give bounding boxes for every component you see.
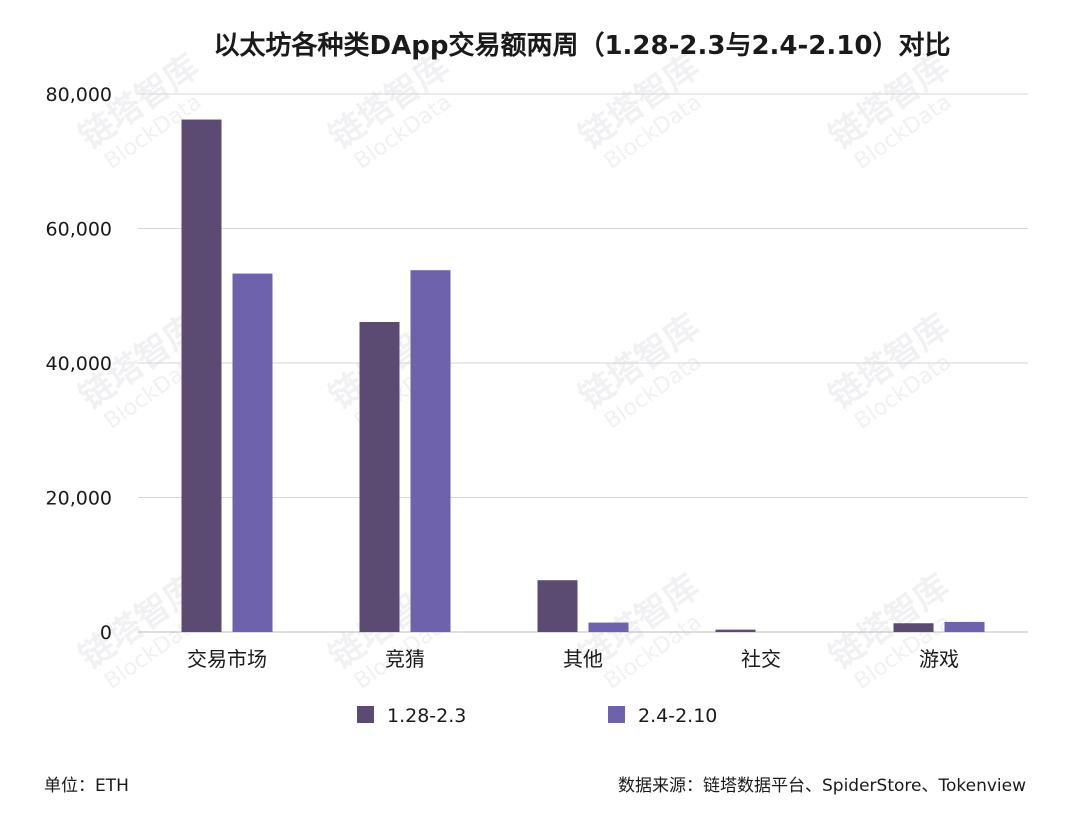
y-tick-label: 40,000 (46, 353, 112, 375)
bar (232, 273, 273, 632)
y-tick-label: 0 (100, 622, 112, 644)
bar (359, 321, 400, 632)
x-axis: 交易市场 竞猜 其他 社交 游戏 (187, 647, 959, 671)
x-tick-label: 社交 (741, 647, 781, 671)
y-tick-label: 60,000 (46, 219, 112, 241)
bar (944, 621, 985, 632)
x-tick-label: 其他 (563, 647, 603, 671)
legend: 1.28-2.3 2.4-2.10 (357, 705, 717, 727)
source-label: 数据来源：链塔数据平台、SpiderStore、Tokenview (618, 776, 1026, 796)
bar (537, 580, 578, 632)
bar (410, 270, 451, 632)
x-tick-label: 游戏 (919, 647, 959, 671)
x-tick-label: 竞猜 (385, 647, 425, 671)
y-tick-label: 80,000 (46, 84, 112, 106)
bars (181, 119, 985, 633)
bar (588, 622, 629, 632)
bar (715, 629, 756, 632)
grid-lines (138, 93, 1028, 633)
legend-swatch (608, 706, 625, 723)
unit-label: 单位：ETH (44, 776, 129, 796)
legend-swatch (357, 706, 374, 723)
chart-title: 以太坊各种类DApp交易额两周（1.28-2.3与2.4-2.10）对比 (214, 30, 951, 61)
y-axis: 0 20,000 40,000 60,000 80,000 (46, 84, 112, 644)
legend-label: 2.4-2.10 (638, 705, 717, 727)
x-tick-label: 交易市场 (187, 647, 267, 671)
bar (893, 623, 934, 632)
y-tick-label: 20,000 (46, 488, 112, 510)
bar (181, 119, 222, 633)
legend-label: 1.28-2.3 (387, 705, 466, 727)
